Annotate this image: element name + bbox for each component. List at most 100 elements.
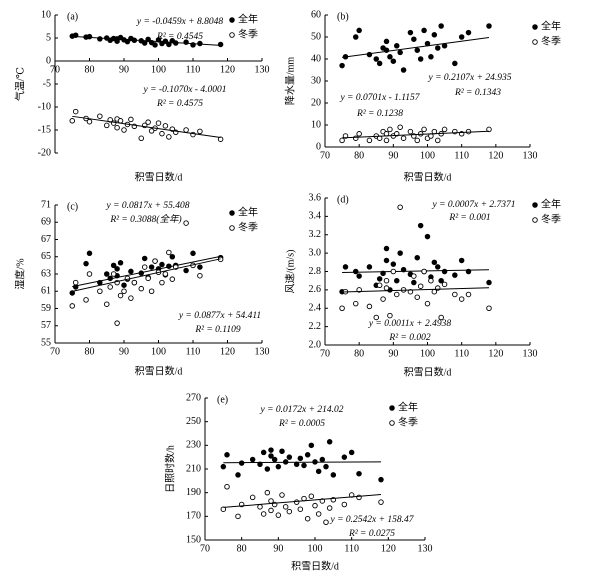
data-point — [293, 499, 300, 505]
data-point — [394, 291, 400, 298]
x-axis-title: 积雪日数/d — [135, 170, 183, 183]
legend-marker — [389, 420, 395, 426]
data-point — [169, 253, 176, 260]
y-axis-title: 日照时数/h — [163, 445, 176, 493]
data-point — [414, 137, 421, 144]
data-point — [138, 285, 144, 292]
data-point — [103, 301, 110, 307]
data-point — [458, 34, 465, 40]
x-tick-label: 130 — [523, 150, 538, 161]
data-point — [235, 472, 241, 478]
trend-line — [72, 258, 221, 292]
legend-label: 全年 — [238, 12, 258, 25]
legend-label: 冬季 — [398, 415, 418, 428]
fit-r2: R² = 0.4545 — [156, 32, 203, 42]
data-point — [319, 456, 326, 463]
data-point — [72, 279, 79, 286]
y-tick-label: 0 — [46, 55, 51, 66]
y-tick-label: 2.2 — [309, 321, 322, 332]
fit-equation: y = 0.0877x + 54.411 — [178, 311, 261, 321]
x-tick-label: 90 — [388, 348, 398, 359]
x-axis-title: 积雪日数/d — [404, 170, 452, 183]
data-point — [356, 470, 362, 477]
legend-label: 全年 — [541, 197, 561, 210]
legend-label: 全年 — [541, 19, 561, 32]
data-point — [428, 277, 434, 284]
data-point — [257, 461, 263, 468]
legend-label: 冬季 — [541, 34, 561, 47]
data-point — [268, 453, 274, 459]
data-point — [69, 303, 75, 309]
legend-marker — [532, 202, 538, 208]
data-point — [159, 130, 165, 137]
fit-equation: y = 0.0172x + 214.02 — [259, 405, 343, 415]
fit-equation: y = 0.0817x + 55.408 — [105, 201, 189, 211]
fit-equation: y = 0.0007x + 2.7371 — [431, 200, 515, 210]
data-point — [342, 264, 349, 270]
y-tick-label: 3.2 — [309, 229, 322, 240]
data-point — [86, 271, 93, 277]
data-point — [458, 257, 465, 264]
data-point — [421, 268, 427, 275]
y-axis-title: 风速/(m/s) — [284, 250, 296, 294]
panel-label: (e) — [217, 394, 228, 405]
data-point — [397, 204, 403, 210]
legend-label: 冬季 — [541, 212, 561, 225]
data-point — [366, 264, 373, 270]
data-point — [414, 294, 421, 300]
y-tick-label: 2.4 — [309, 303, 322, 314]
y-tick-label: 210 — [186, 463, 201, 474]
data-point — [341, 501, 348, 508]
data-point — [438, 23, 444, 29]
y-tick-label: 250 — [186, 416, 201, 427]
y-tick-label: 50 — [311, 31, 321, 42]
data-point — [339, 305, 345, 312]
data-point — [323, 463, 329, 470]
y-tick-label: -20 — [38, 147, 51, 158]
data-point — [286, 508, 293, 515]
x-tick-label: 120 — [488, 348, 503, 359]
y-tick-label: 190 — [186, 487, 201, 498]
data-point — [103, 122, 110, 129]
y-tick-label: 40 — [311, 53, 321, 64]
legend-marker — [532, 39, 538, 45]
data-point — [121, 288, 127, 295]
data-point — [128, 268, 134, 275]
fit-r2: R² = 0.4575 — [156, 99, 203, 109]
data-point — [411, 36, 417, 42]
data-point — [114, 124, 120, 131]
data-point — [383, 257, 390, 264]
data-point — [260, 449, 267, 456]
panel-label: (a) — [67, 11, 78, 22]
legend-marker — [229, 225, 235, 231]
data-point — [110, 262, 117, 269]
x-tick-label: 110 — [344, 543, 359, 554]
data-point — [128, 295, 134, 301]
data-point — [220, 463, 227, 470]
data-point — [376, 276, 383, 282]
data-point — [465, 291, 472, 298]
data-point — [308, 442, 315, 449]
data-point — [342, 133, 349, 139]
x-tick-label: 80 — [237, 543, 247, 554]
data-point — [148, 128, 155, 134]
data-point — [414, 254, 421, 261]
data-point — [441, 126, 448, 133]
panel-label: (b) — [337, 11, 349, 22]
data-point — [86, 250, 93, 257]
x-tick-label: 70 — [320, 150, 330, 161]
x-tick-label: 70 — [50, 346, 60, 357]
data-point — [397, 49, 403, 56]
data-point — [260, 511, 267, 517]
data-point — [452, 60, 458, 67]
data-point — [341, 454, 348, 460]
data-point — [348, 449, 355, 456]
data-point — [97, 36, 103, 42]
data-point — [69, 118, 75, 124]
x-axis-title: 积雪日数/d — [291, 559, 339, 572]
data-point — [169, 276, 176, 282]
y-tick-label: 3.0 — [309, 247, 322, 258]
fit-r2: R² = 0.001 — [448, 213, 490, 223]
legend-marker — [389, 405, 395, 411]
data-point — [264, 466, 271, 472]
